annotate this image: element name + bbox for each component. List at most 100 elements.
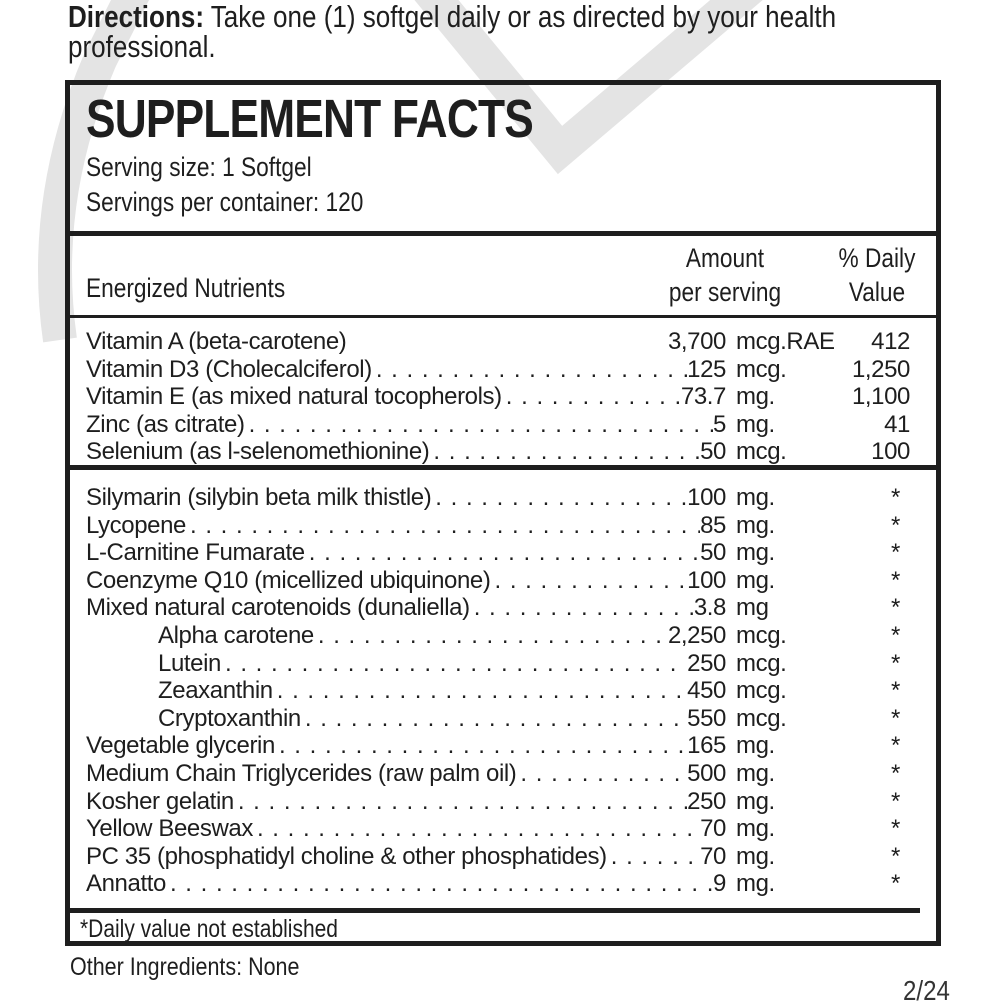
nutrient-amount: 500 xyxy=(687,760,726,787)
nutrient-unit: mg. xyxy=(736,870,775,898)
nutrient-name: Alpha carotene xyxy=(158,622,314,649)
directions-label: Directions: xyxy=(68,0,205,34)
nutrient-amount: 100 xyxy=(687,566,726,594)
nutrient-name: PC 35 (phosphatidyl choline & other phos… xyxy=(86,842,607,870)
nutrient-name: Vegetable glycerin xyxy=(86,732,275,760)
nutrient-unit: mg. xyxy=(736,815,775,843)
directions: Directions: Take one (1) softgel daily o… xyxy=(68,0,933,64)
nutrient-amount: 450 xyxy=(687,677,726,705)
nutrient-daily-value: * xyxy=(891,870,900,898)
nutrient-row: Mixed natural carotenoids (dunaliella). … xyxy=(86,594,926,621)
nutrient-unit: mg. xyxy=(736,511,775,539)
nutrient-name: Coenzyme Q10 (micellized ubiquinone) xyxy=(86,566,491,594)
nutrient-daily-value: * xyxy=(891,649,900,677)
nutrient-daily-value: * xyxy=(891,760,900,787)
nutrient-name: Cryptoxanthin xyxy=(158,704,301,732)
nutrient-unit: mg xyxy=(736,594,769,622)
dot-leader: . . . . . . . . . . . . . . . . . . . . … xyxy=(505,383,681,410)
nutrient-row: Yellow Beeswax. . . . . . . . . . . . . … xyxy=(86,815,926,842)
nutrient-name: Zeaxanthin xyxy=(158,677,273,705)
nutrient-amount: 85 xyxy=(700,511,726,539)
nutrient-amount: 50 xyxy=(700,539,726,567)
nutrient-daily-value: * xyxy=(891,539,900,567)
nutrient-name: Selenium (as l-selenomethionine) xyxy=(86,438,430,465)
nutrient-unit: mg. xyxy=(736,410,775,438)
nutrient-amount: 50 xyxy=(700,438,726,465)
nutrient-daily-value: * xyxy=(891,787,900,815)
nutrient-unit: mg. xyxy=(736,787,775,815)
nutrient-name: Mixed natural carotenoids (dunaliella) xyxy=(86,594,470,622)
nutrient-name: L-Carnitine Fumarate xyxy=(86,539,305,567)
nutrient-daily-value: 412 xyxy=(871,328,910,355)
nutrient-unit: mcg. xyxy=(736,649,787,677)
divider xyxy=(70,908,920,913)
nutrient-unit: mg. xyxy=(736,484,775,511)
nutrient-daily-value: * xyxy=(891,842,900,870)
nutrient-name: Vitamin A (beta-carotene) xyxy=(86,328,347,355)
nutrient-row: Kosher gelatin. . . . . . . . . . . . . … xyxy=(86,788,926,815)
nutrient-name: Vitamin E (as mixed natural tocopherols) xyxy=(86,383,502,410)
dot-leader: . . . . . . . . . . . . . . . . . . . . … xyxy=(433,438,700,465)
nutrient-row: L-Carnitine Fumarate. . . . . . . . . . … xyxy=(86,539,926,566)
nutrient-unit: mcg. xyxy=(736,677,787,705)
nutrient-row: Zeaxanthin. . . . . . . . . . . . . . . … xyxy=(86,677,926,704)
nutrient-amount: 70 xyxy=(700,842,726,870)
nutrient-unit: mg. xyxy=(736,842,775,870)
nutrient-name: Vitamin D3 (Cholecalciferol) xyxy=(86,355,372,383)
other-ingredients: Other Ingredients: None xyxy=(70,953,300,981)
header-daily-value: % Daily Value xyxy=(831,241,923,309)
dot-leader: . . . . . . . . . . . . . . . . . . . . … xyxy=(248,410,713,438)
header-nutrients: Energized Nutrients xyxy=(86,273,286,303)
nutrient-name: Medium Chain Triglycerides (raw palm oil… xyxy=(86,760,517,787)
nutrient-daily-value: * xyxy=(891,704,900,732)
nutrient-amount: 3.8 xyxy=(693,594,726,622)
nutrient-daily-value: * xyxy=(891,484,900,511)
nutrient-unit: mcg. xyxy=(736,355,787,383)
dot-leader: . . . . . . . . . . . . . . . . . . . . … xyxy=(375,355,687,383)
nutrient-amount: 100 xyxy=(687,484,726,511)
directions-text-cont: professional. xyxy=(68,29,216,64)
nutrient-name: Lycopene xyxy=(86,511,186,539)
header-amount-line1: Amount xyxy=(685,243,765,273)
directions-text: Take one (1) softgel daily or as directe… xyxy=(204,0,837,34)
nutrient-row: Vitamin E (as mixed natural tocopherols)… xyxy=(86,383,926,410)
divider xyxy=(70,465,936,470)
nutrient-daily-value: * xyxy=(891,677,900,705)
nutrient-row: Lutein. . . . . . . . . . . . . . . . . … xyxy=(86,650,926,677)
nutrient-unit: mcg. xyxy=(736,622,787,649)
nutrient-daily-value: * xyxy=(891,511,900,539)
nutrient-unit: mcg. xyxy=(736,438,787,465)
dot-leader: . . . . . . . . . . . . . . . . . . . . … xyxy=(435,484,687,511)
nutrient-daily-value: * xyxy=(891,815,900,843)
nutrient-row: Selenium (as l-selenomethionine). . . . … xyxy=(86,438,926,465)
facts-title: SUPPLEMENT FACTS xyxy=(86,89,534,149)
dot-leader: . . . . . . . . . . . . . . . . . . . . … xyxy=(256,815,700,843)
nutrient-amount: 250 xyxy=(687,787,726,815)
nutrient-row: Medium Chain Triglycerides (raw palm oil… xyxy=(86,760,926,787)
nutrient-row: Vitamin A (beta-carotene) 3,700 mcg.RAE 412 xyxy=(86,328,926,355)
nutrient-name: Lutein xyxy=(158,649,221,677)
nutrient-row: Alpha carotene. . . . . . . . . . . . . … xyxy=(86,622,926,649)
nutrient-row: Silymarin (silybin beta milk thistle). .… xyxy=(86,484,926,511)
nutrient-row: Cryptoxanthin. . . . . . . . . . . . . .… xyxy=(86,705,926,732)
dot-leader: . . . . . . . . . . . . . . . . . . . . … xyxy=(278,732,687,760)
nutrient-row: Coenzyme Q10 (micellized ubiquinone). . … xyxy=(86,567,926,594)
nutrient-unit: mcg. xyxy=(736,704,787,732)
dot-leader: . . . . . . . . . . . . . . . . . . . . … xyxy=(276,677,687,705)
dot-leader: . . . . . . . . . . . . . . . . . . . . … xyxy=(610,842,700,870)
nutrient-unit: mcg.RAE xyxy=(736,328,835,355)
dot-leader: . . . . . . . . . . . . . . . . . . . . … xyxy=(225,649,687,677)
nutrient-unit: mg. xyxy=(736,539,775,567)
nutrient-amount: 9 xyxy=(713,870,726,898)
servings-per-container: Servings per container: 120 xyxy=(86,187,364,217)
nutrient-row: PC 35 (phosphatidyl choline & other phos… xyxy=(86,843,926,870)
nutrient-name: Kosher gelatin xyxy=(86,787,234,815)
dot-leader: . . . . . . . . . . . . . . . . . . . . … xyxy=(237,787,687,815)
header-amount-line2: per serving xyxy=(668,277,782,307)
serving-size: Serving size: 1 Softgel xyxy=(86,152,312,182)
dot-leader: . . . . . . . . . . . . . . . . . . . . … xyxy=(308,539,700,567)
nutrient-amount: 125 xyxy=(687,355,726,383)
nutrient-name: Annatto xyxy=(86,870,166,898)
nutrient-daily-value: * xyxy=(891,566,900,594)
nutrient-daily-value: * xyxy=(891,622,900,649)
